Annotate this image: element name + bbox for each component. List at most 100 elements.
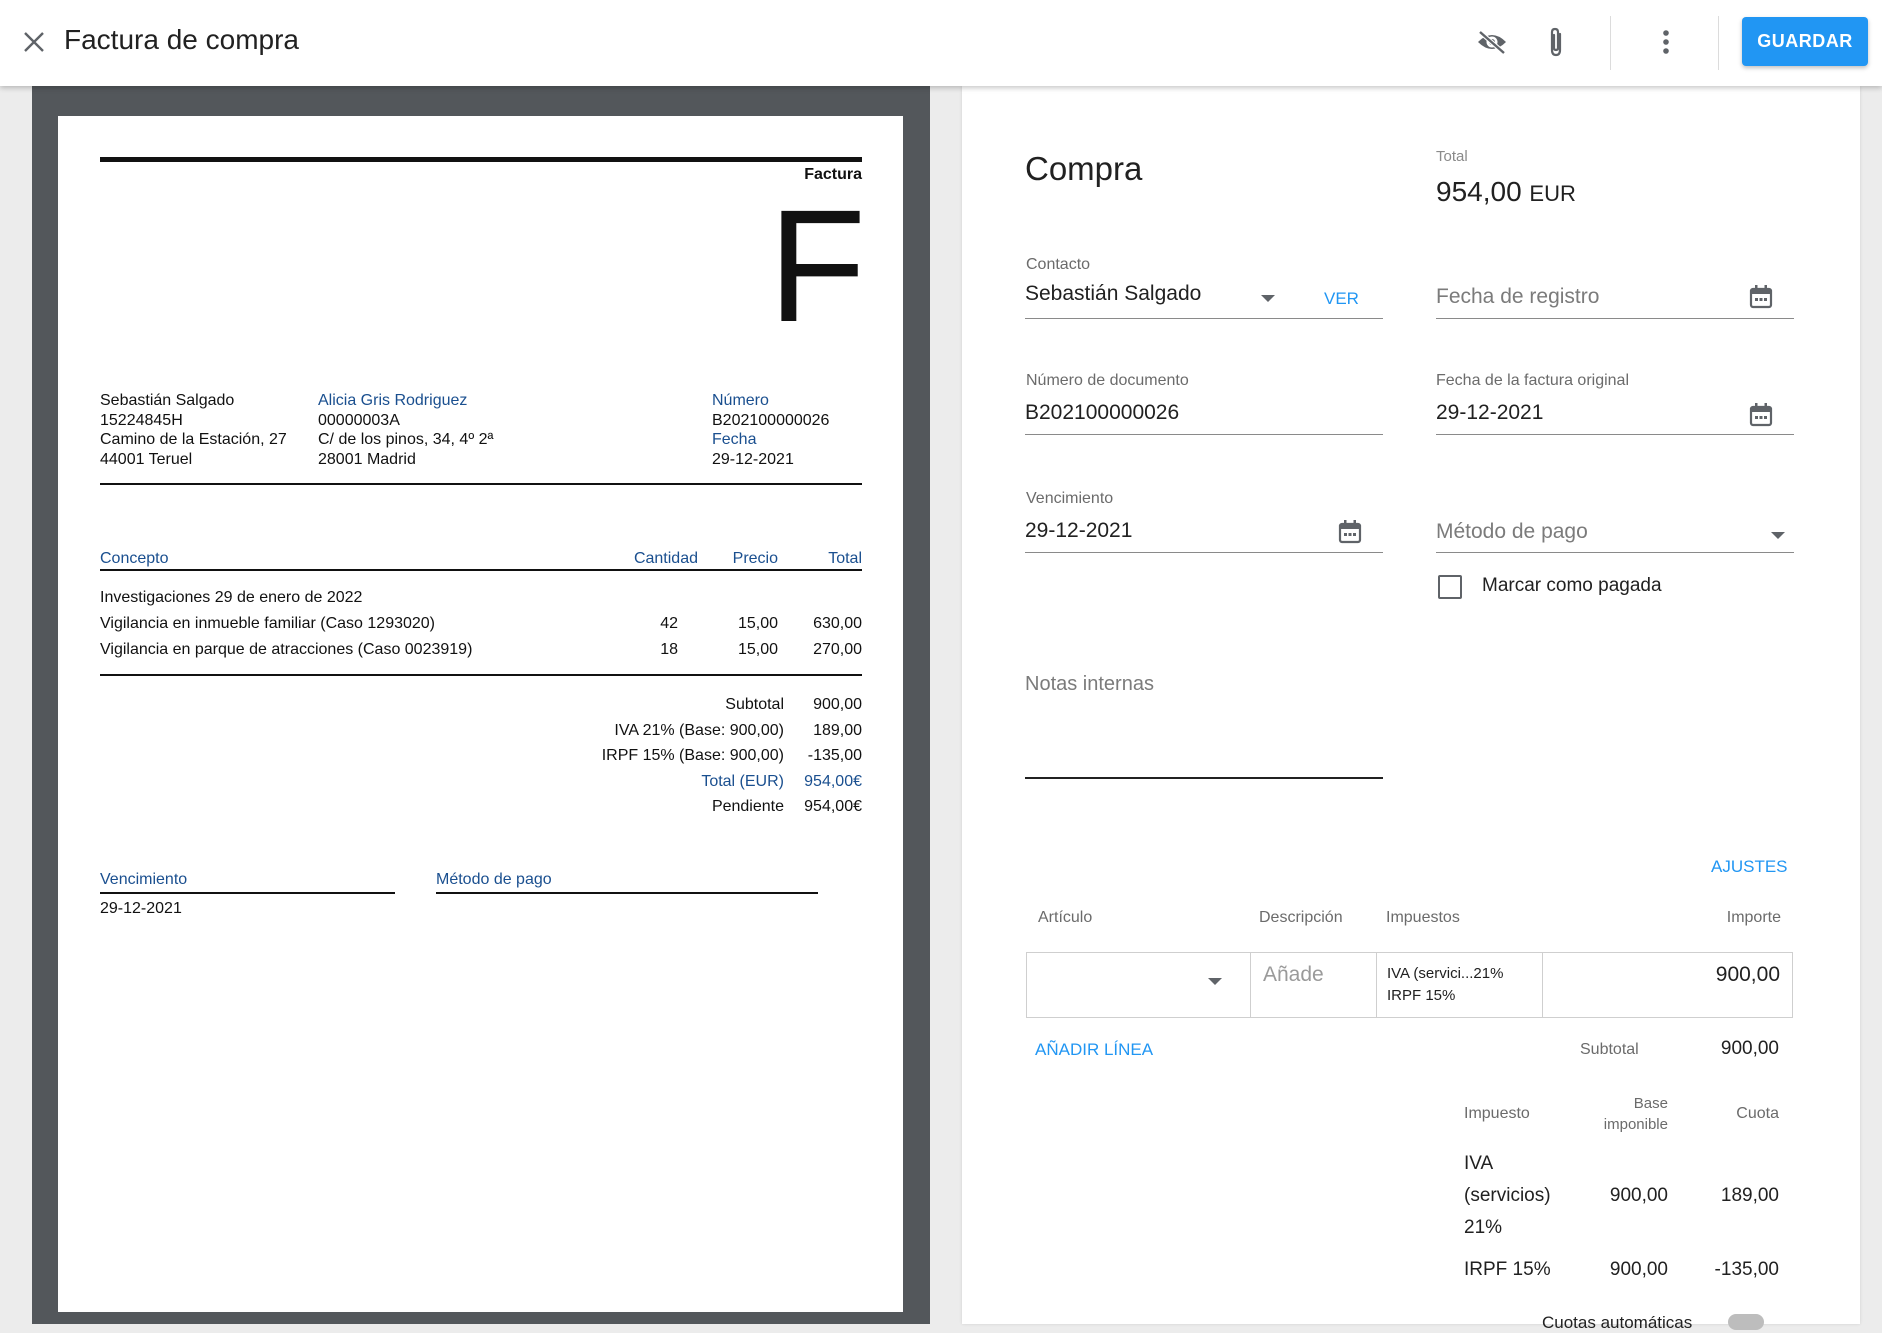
settings-link[interactable]: AJUSTES [1711,857,1788,876]
cell-divider [1542,953,1543,1017]
form-panel [962,86,1860,1324]
tax-name: IRPF 15% [1464,1259,1551,1280]
original-date-underline [1436,434,1794,435]
view-contact-link[interactable]: VER [1324,289,1359,308]
totals-value: 954,00€ [804,798,862,815]
col-description: Descripción [1259,909,1343,926]
client-address: C/ de los pinos, 34, 4º 2ª [318,431,494,448]
calendar-icon[interactable] [1337,519,1363,545]
registration-date-underline [1436,318,1794,319]
line-total: 270,00 [813,641,862,658]
address-rule [100,483,862,485]
subtotal-value: 900,00 [1720,1038,1779,1059]
invoice-page: Factura F Sebastián Salgado 15224845H Ca… [58,116,903,1312]
col-concept: Concepto [100,550,169,567]
toolbar-divider [1610,16,1611,70]
visibility-off-icon[interactable] [1470,20,1514,64]
registration-date-input[interactable]: Fecha de registro [1436,285,1600,308]
totals-value: 954,00€ [804,773,862,790]
contact-select[interactable]: Sebastián Salgado [1025,282,1202,305]
header-rule [100,157,862,162]
line-tax[interactable]: IVA (servici...21% [1387,965,1504,982]
chevron-down-icon[interactable] [1207,974,1223,992]
close-icon[interactable] [12,20,56,64]
cell-divider [1376,953,1377,1017]
line-tax[interactable]: IRPF 15% [1387,987,1456,1004]
doc-number-underline [1025,434,1383,435]
mark-paid-label: Marcar como pagada [1482,575,1662,596]
col-article: Artículo [1038,909,1093,926]
amount-input[interactable]: 900,00 [1715,963,1780,986]
due-label: Vencimiento [1026,490,1114,507]
line-price: 15,00 [737,641,778,658]
top-bar: Factura de compra GUARDAR [0,0,1882,86]
cell-divider [1250,953,1251,1017]
mark-paid-checkbox[interactable] [1438,575,1462,599]
paperclip-icon[interactable] [1534,20,1578,64]
invoice-date-label: Fecha [712,431,757,448]
line-price: 15,00 [737,615,778,632]
client-name: Alicia Gris Rodriguez [318,392,468,409]
total-currency: EUR [1529,181,1576,206]
doc-number-input[interactable]: B202100000026 [1025,401,1180,424]
col-price: Precio [732,550,778,567]
internal-notes-input[interactable]: Notas internas [1025,673,1154,695]
line-quantity: 18 [660,641,678,658]
lines-end-rule [100,674,862,676]
line-total: 630,00 [813,615,862,632]
totals-label: IRPF 15% (Base: 900,00) [601,747,784,764]
invoice-big-letter: F [768,176,866,355]
more-vert-icon[interactable] [1644,20,1688,64]
due-date: 29-12-2021 [100,900,182,917]
issuer-address: Camino de la Estación, 27 [100,431,287,448]
table-header-rule [100,569,862,571]
due-underline [1025,552,1383,553]
invoice-number-label: Número [712,392,769,409]
tax-name: IVA [1464,1153,1494,1174]
original-date-label: Fecha de la factura original [1436,372,1629,389]
tax-name: 21% [1464,1217,1503,1238]
internal-notes-underline [1025,777,1383,779]
total-value: 954,00 [1436,176,1522,207]
calendar-icon[interactable] [1748,402,1774,428]
doc-number-label: Número de documento [1026,372,1189,389]
table-row: Añade IVA (servici...21% IRPF 15% 900,00 [1026,952,1793,1018]
payment-rule [436,892,818,894]
due-rule [100,892,395,894]
col-base: imponible [1603,1116,1668,1133]
invoice-number: B202100000026 [712,412,830,429]
col-base: Base [1633,1095,1668,1112]
page-title: Factura de compra [64,24,299,55]
issuer-name: Sebastián Salgado [100,392,235,409]
totals-label: Subtotal [725,696,784,713]
toolbar-divider [1718,16,1719,70]
totals-label: Total (EUR) [701,773,784,790]
client-city: 28001 Madrid [318,451,416,468]
issuer-city: 44001 Teruel [100,451,193,468]
totals-value: 189,00 [813,722,862,739]
due-label: Vencimiento [100,871,188,888]
description-input[interactable]: Añade [1263,963,1324,986]
line-concept: Vigilancia en parque de atracciones (Cas… [100,641,473,658]
section-title: Investigaciones 29 de enero de 2022 [100,589,363,606]
add-line-button[interactable]: AÑADIR LÍNEA [1035,1040,1154,1059]
col-quantity: Cantidad [633,550,698,567]
auto-quotas-toggle[interactable] [1728,1314,1764,1330]
subtotal-label: Subtotal [1580,1041,1639,1058]
contact-underline [1025,318,1383,319]
tax-quota: -135,00 [1714,1259,1779,1280]
tax-base: 900,00 [1609,1259,1668,1280]
invoice-date: 29-12-2021 [712,451,794,468]
chevron-down-icon[interactable] [1770,528,1786,546]
original-date-input[interactable]: 29-12-2021 [1436,401,1544,424]
chevron-down-icon[interactable] [1260,291,1276,309]
calendar-icon[interactable] [1748,284,1774,310]
total-amount: 954,00 EUR [1436,176,1576,208]
payment-method-select[interactable]: Método de pago [1436,520,1588,543]
invoice-doc-type: Factura [804,166,862,183]
line-quantity: 42 [660,615,678,632]
due-date-input[interactable]: 29-12-2021 [1025,519,1133,542]
save-button[interactable]: GUARDAR [1742,17,1868,66]
contact-label: Contacto [1026,256,1091,273]
col-taxes: Impuestos [1386,909,1460,926]
